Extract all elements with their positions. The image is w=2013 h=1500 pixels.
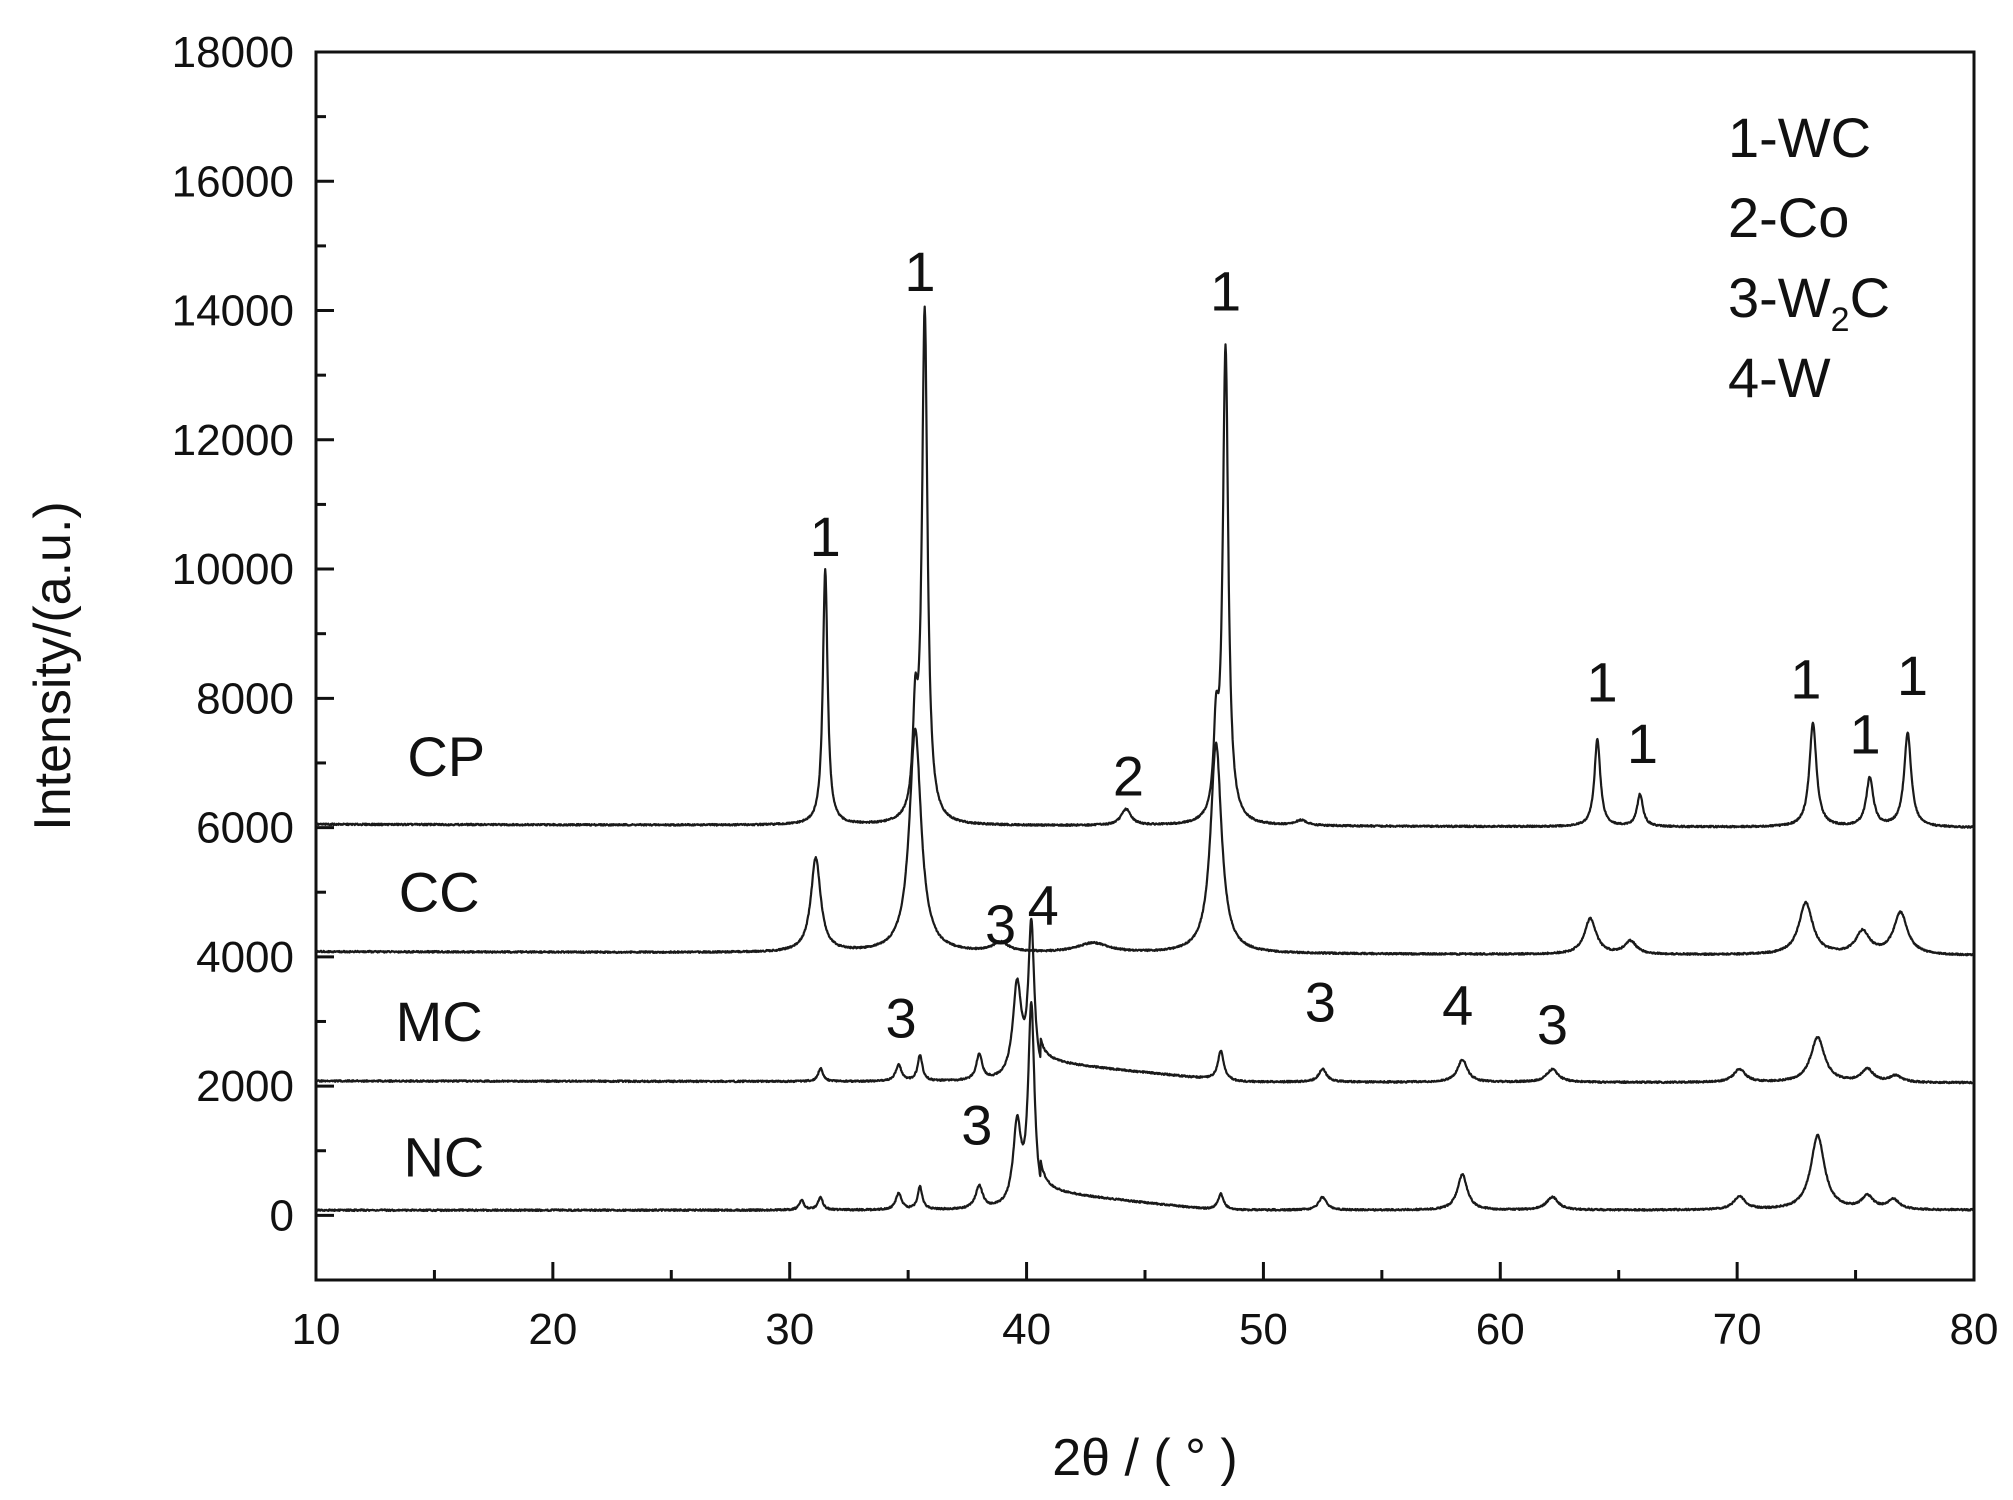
legend-entry: 1-WC xyxy=(1728,106,1871,169)
peak-annotation: 2 xyxy=(1113,744,1144,807)
peak-annotation: 3 xyxy=(985,893,1016,956)
x-tick-label: 40 xyxy=(1002,1305,1051,1354)
x-axis-ticks: 10 20 30 40 50 60 70 80 xyxy=(292,1262,1999,1354)
y-tick-label: 0 xyxy=(270,1191,294,1240)
x-tick-label: 20 xyxy=(528,1305,577,1354)
plot-border xyxy=(314,50,1976,1282)
series-label-mc: MC xyxy=(396,990,483,1053)
peak-annotation: 4 xyxy=(1442,974,1473,1037)
series-label-nc: NC xyxy=(403,1126,484,1189)
legend-entry: 3-W2C xyxy=(1728,266,1890,339)
y-tick-label: 4000 xyxy=(196,933,294,982)
x-tick-label: 10 xyxy=(292,1305,341,1354)
peak-annotation: 1 xyxy=(810,505,841,568)
series-label-cp: CP xyxy=(407,725,485,788)
peak-annotation: 1 xyxy=(1849,702,1880,765)
y-axis-ticks: 0 2000 4000 6000 8000 10000 12000 14000 16000 180… xyxy=(172,28,334,1282)
y-tick-label: 10000 xyxy=(172,545,294,594)
peak-annotation: 1 xyxy=(904,240,935,303)
x-axis-title: 2θ / ( ° ) xyxy=(1052,1429,1238,1487)
peak-annotation: 1 xyxy=(1897,644,1928,707)
y-tick-label: 18000 xyxy=(172,28,294,77)
peak-annotation: 3 xyxy=(885,987,916,1050)
y-tick-label: 14000 xyxy=(172,287,294,336)
legend-entry-subscript: 2 xyxy=(1831,301,1850,339)
x-tick-label: 70 xyxy=(1713,1305,1762,1354)
peak-annotation: 3 xyxy=(1305,970,1336,1033)
peak-annotation: 1 xyxy=(1790,647,1821,710)
peak-annotation: 1 xyxy=(1587,651,1618,714)
legend-entry-text: 2-Co xyxy=(1728,186,1849,249)
legend-entry-text: 3-W xyxy=(1728,266,1831,329)
peak-annotation: 4 xyxy=(1028,874,1059,937)
x-tick-label: 80 xyxy=(1950,1305,1999,1354)
y-tick-label: 12000 xyxy=(172,416,294,465)
series-line-nc xyxy=(315,1000,1975,1213)
legend: 1-WC 2-Co 3-W2C 4-W xyxy=(1728,106,1890,409)
legend-entry-text: 4-W xyxy=(1728,346,1831,409)
series-line-mc xyxy=(315,917,1975,1085)
series-lines xyxy=(315,305,1975,1213)
legend-entry: 2-Co xyxy=(1728,186,1849,249)
y-tick-label: 16000 xyxy=(172,157,294,206)
x-tick-label: 60 xyxy=(1476,1305,1525,1354)
legend-entry-text: 1-WC xyxy=(1728,106,1871,169)
x-tick-label: 30 xyxy=(765,1305,814,1354)
peak-annotation: 3 xyxy=(961,1093,992,1156)
legend-entry: 4-W xyxy=(1728,346,1831,409)
legend-entry-suffix: C xyxy=(1850,266,1890,329)
series-line-cc xyxy=(315,727,1975,957)
y-tick-label: 6000 xyxy=(196,804,294,853)
peak-annotation: 1 xyxy=(1627,712,1658,775)
y-axis-title: Intensity/(a.u.) xyxy=(24,501,82,830)
series-line-cp xyxy=(315,305,1975,829)
peak-annotation: 1 xyxy=(1210,260,1241,323)
x-tick-label: 50 xyxy=(1239,1305,1288,1354)
peak-annotation: 3 xyxy=(1537,993,1568,1056)
series-labels: CP CC MC NC xyxy=(396,725,486,1189)
plot-frame xyxy=(314,50,1976,1282)
y-tick-label: 2000 xyxy=(196,1062,294,1111)
series-label-cc: CC xyxy=(399,861,480,924)
y-tick-label: 8000 xyxy=(196,674,294,723)
